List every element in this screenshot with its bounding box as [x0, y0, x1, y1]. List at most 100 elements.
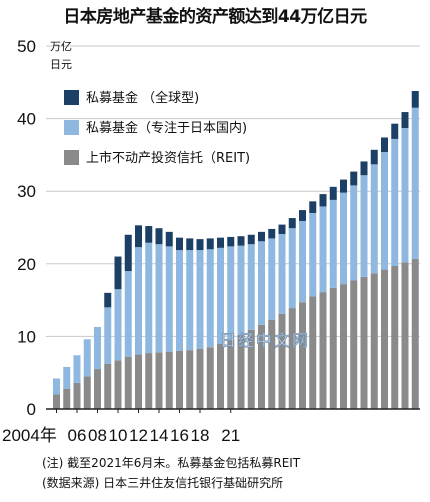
bar-segment-reit	[94, 369, 101, 409]
bar-segment-global-private	[329, 186, 337, 200]
bar-segment-reit	[268, 319, 276, 409]
bar-stack	[237, 236, 245, 409]
legend-label: 私募基金（专注于日本国内)	[86, 120, 247, 136]
bar-stack	[165, 231, 173, 409]
legend-swatch	[64, 150, 79, 165]
bar-segment-global-private	[114, 256, 122, 290]
bar-segment-domestic-private	[104, 307, 112, 364]
bar-segment-reit	[135, 354, 142, 409]
bar-segment-global-private	[155, 228, 163, 245]
bar-stack	[350, 171, 358, 409]
bar-stack	[217, 237, 224, 409]
bar-segment-global-private	[165, 231, 173, 247]
legend-swatch	[64, 120, 79, 135]
legend-label: 上市不动产投资信托（REIT)	[86, 150, 250, 166]
bar-segment-domestic-private	[124, 271, 132, 357]
bar-segment-reit	[145, 353, 153, 409]
bar-segment-global-private	[135, 225, 142, 248]
bar-segment-reit	[350, 280, 358, 409]
bar-stack	[309, 201, 317, 409]
bar-stack	[176, 237, 183, 409]
bar-segment-reit	[278, 313, 286, 409]
bar-stack	[278, 224, 286, 409]
bar-segment-global-private	[401, 112, 409, 129]
y-tick-label: 0	[27, 400, 36, 419]
bar-segment-domestic-private	[155, 244, 163, 353]
bar-stack	[299, 210, 306, 409]
bar-segment-domestic-private	[391, 138, 399, 266]
bar-segment-reit	[206, 347, 214, 409]
bar-stack	[227, 236, 235, 409]
bar-segment-global-private	[186, 238, 194, 251]
bar-segment-reit	[63, 388, 71, 409]
bar-segment-global-private	[247, 234, 255, 245]
bar-segment-domestic-private	[411, 107, 419, 259]
bar-segment-reit	[340, 284, 347, 409]
bar-segment-global-private	[309, 201, 317, 213]
bar-segment-reit	[299, 302, 306, 409]
bar-segment-global-private	[196, 239, 204, 251]
bar-segment-reit	[329, 287, 337, 409]
bar-segment-reit	[186, 350, 194, 409]
bar-stack	[360, 161, 368, 409]
bar-segment-reit	[411, 258, 419, 409]
bar-segment-global-private	[360, 161, 368, 176]
legend: 私募基金 （全球型) 私募基金（专注于日本国内) 上市不动产投资信托（REIT)	[64, 90, 250, 166]
y-unit-label-1: 万亿	[50, 40, 72, 53]
bar-segment-domestic-private	[360, 175, 368, 277]
bar-segment-global-private	[278, 224, 286, 235]
bar-stack	[196, 239, 204, 409]
x-tick-label: 12	[129, 426, 148, 445]
bar-stack	[135, 225, 142, 409]
bar-segment-reit	[258, 324, 265, 409]
bar-stack	[258, 231, 265, 409]
x-tick-label: 10	[109, 426, 128, 445]
bar-segment-domestic-private	[350, 185, 358, 281]
bar-segment-domestic-private	[299, 220, 306, 303]
bar-segment-global-private	[217, 237, 224, 248]
bar-segment-reit	[176, 350, 183, 409]
bar-segment-domestic-private	[176, 250, 183, 351]
bar-segment-domestic-private	[165, 246, 173, 352]
bar-stack	[83, 339, 91, 409]
x-tick-label: 06	[68, 426, 87, 445]
bar-stack	[206, 238, 214, 409]
bar-stack	[186, 238, 194, 409]
bar-segment-reit	[165, 351, 173, 409]
bar-segment-reit	[196, 348, 204, 409]
bar-segment-reit	[381, 269, 388, 409]
bar-segment-domestic-private	[63, 366, 71, 389]
x-tick-label: 2004年	[2, 426, 57, 445]
bar-segment-domestic-private	[381, 151, 388, 270]
y-tick-label: 40	[17, 110, 36, 129]
bar-stack	[391, 123, 399, 409]
bar-stack	[401, 112, 409, 409]
bar-stack	[124, 234, 132, 409]
bar-segment-global-private	[258, 231, 265, 242]
bar-stack	[340, 179, 347, 409]
x-tick-label: 18	[191, 426, 210, 445]
bar-segment-global-private	[145, 226, 153, 243]
bar-segment-domestic-private	[278, 234, 286, 314]
bar-segment-domestic-private	[206, 249, 214, 348]
bar-segment-global-private	[340, 179, 347, 193]
bar-stack	[104, 292, 112, 409]
bar-segment-reit	[401, 262, 409, 409]
x-tick-label: 14	[150, 426, 169, 445]
watermark-text: 日经中文网	[220, 331, 310, 350]
bar-segment-domestic-private	[319, 206, 327, 293]
x-tick-label: 16	[170, 426, 189, 445]
bar-segment-reit	[370, 273, 378, 409]
bar-stack	[94, 326, 101, 409]
y-tick-label: 50	[17, 37, 36, 56]
bar-segment-global-private	[206, 238, 214, 250]
bar-segment-domestic-private	[370, 164, 378, 274]
bar-segment-domestic-private	[186, 250, 194, 351]
bar-segment-domestic-private	[247, 244, 255, 330]
bar-segment-domestic-private	[401, 128, 409, 263]
bar-segment-domestic-private	[217, 247, 224, 344]
x-tick-label: 08	[88, 426, 107, 445]
bar-stack	[155, 228, 163, 409]
bar-segment-global-private	[391, 123, 399, 139]
